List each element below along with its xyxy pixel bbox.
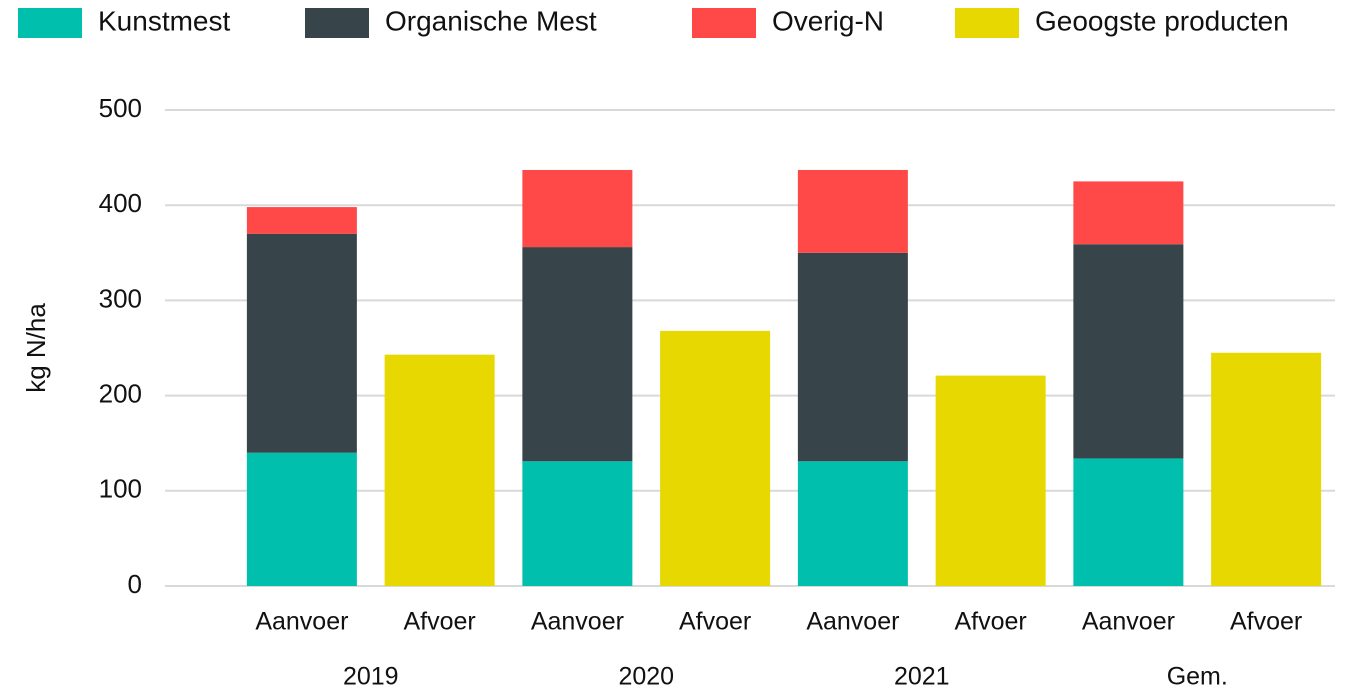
bar-segment — [522, 461, 633, 586]
legend-label: Geoogste producten — [1035, 5, 1289, 36]
legend-swatch — [305, 8, 369, 38]
x-tick-label: Aanvoer — [1082, 608, 1175, 636]
x-tick-label: Aanvoer — [531, 608, 624, 636]
bar-segment — [246, 207, 357, 234]
bar-segment — [935, 375, 1046, 586]
bar-segment — [797, 252, 908, 462]
bar-segment — [246, 233, 357, 453]
bar-segment — [1211, 352, 1322, 586]
legend-swatch — [692, 8, 756, 38]
group-label: 2021 — [894, 663, 950, 691]
bar-segment — [384, 354, 495, 586]
x-tick-label: Aanvoer — [806, 608, 899, 636]
group-label: 2019 — [343, 663, 399, 691]
bar-segment — [246, 452, 357, 586]
group-label: Gem. — [1167, 663, 1228, 691]
bar-segment — [797, 461, 908, 586]
y-tick-label: 300 — [99, 283, 142, 313]
group-label: 2020 — [618, 663, 674, 691]
legend-label: Kunstmest — [98, 5, 230, 36]
bar-segment — [522, 247, 633, 462]
y-tick-label: 400 — [99, 188, 142, 218]
legend-label: Overig-N — [772, 5, 884, 36]
x-tick-label: Afvoer — [403, 608, 475, 636]
bar-segment — [1073, 458, 1184, 586]
bar-segment — [660, 330, 771, 586]
y-axis-label: kg N/ha — [21, 303, 51, 393]
x-tick-label: Afvoer — [679, 608, 751, 636]
y-tick-label: 0 — [128, 569, 142, 599]
y-tick-label: 500 — [99, 93, 142, 123]
legend-swatch — [955, 8, 1019, 38]
x-tick-label: Afvoer — [1230, 608, 1302, 636]
bar-segment — [1073, 181, 1184, 245]
y-tick-label: 200 — [99, 378, 142, 408]
legend-label: Organische Mest — [385, 5, 597, 36]
x-tick-label: Aanvoer — [255, 608, 348, 636]
y-tick-label: 100 — [99, 474, 142, 504]
bar-segment — [1073, 244, 1184, 459]
legend-swatch — [18, 8, 82, 38]
x-tick-label: Afvoer — [954, 608, 1026, 636]
bar-segment — [522, 169, 633, 248]
bar-segment — [797, 169, 908, 253]
